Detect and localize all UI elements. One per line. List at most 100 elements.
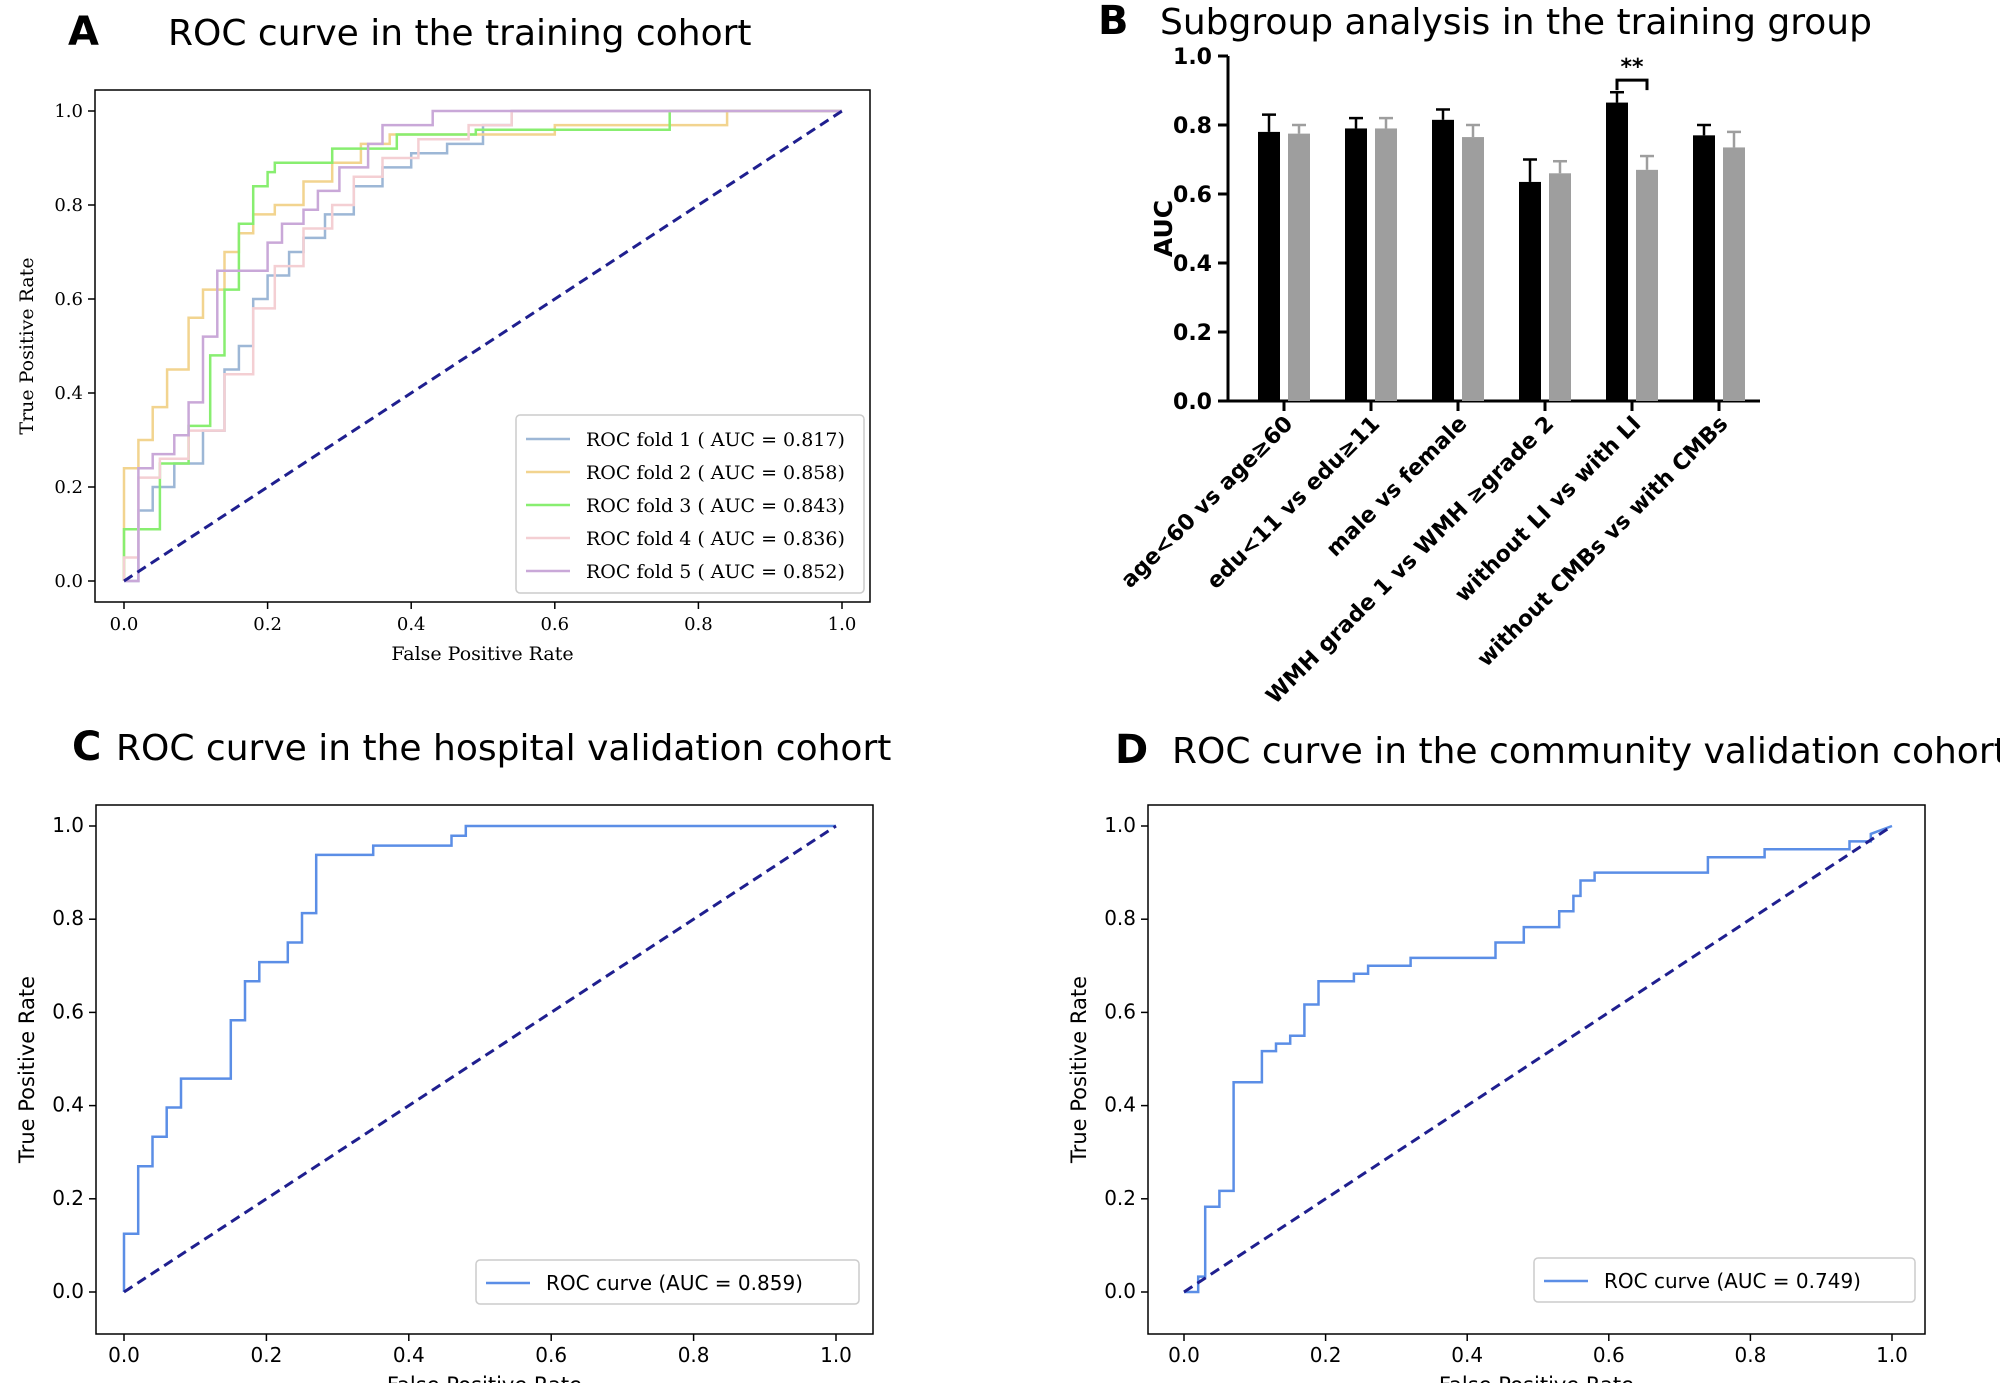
roc-chart-training: 0.0 0.2 0.4 0.6 0.8 1.0 0.0 0.2 0.4 0.6 0.8 1.0 Fals… (16, 89, 871, 665)
legend-entry: ROC curve (AUC = 0.749) (1604, 1269, 1861, 1293)
x-tick-label: 0.4 (1451, 1343, 1483, 1367)
panel-d-title: ROC curve in the community validation co… (1172, 731, 2000, 772)
x-tick-label: 0.0 (110, 614, 139, 635)
legend-box (515, 414, 865, 594)
roc-series-line-3 (122, 109, 842, 581)
panel-b-title: Subgroup analysis in the training group (1160, 2, 1872, 43)
y-tick-label: 0.8 (1104, 906, 1136, 930)
legend-entry: ROC curve (AUC = 0.859) (546, 1271, 803, 1295)
y-tick-label: 0.0 (1173, 390, 1212, 415)
legend-entry: ROC fold 2 ( AUC = 0.858) (586, 462, 845, 484)
significance-bracket (1615, 78, 1649, 91)
plot-frame (94, 89, 871, 603)
y-tick-label: 0.4 (1104, 1093, 1136, 1117)
roc-chart-hospital: 0.0 0.2 0.4 0.6 0.8 1.0 0.0 0.2 0.4 0.6 0.8 1.0 Fals… (15, 804, 874, 1383)
y-tick-label: 1.0 (54, 101, 83, 122)
plot-frame (95, 804, 874, 1335)
y-tick-label: 0.8 (52, 906, 84, 930)
x-category-label: edu<11 vs edu≥11 (1202, 412, 1385, 595)
x-tick-label: 0.8 (1734, 1343, 1766, 1367)
x-axis-label: False Positive Rate (391, 643, 573, 665)
x-tick-label: 0.6 (540, 614, 569, 635)
x-axis-label: False Positive Rate (1439, 1373, 1634, 1383)
bar (1519, 181, 1541, 401)
y-tick-label: 1.0 (1173, 45, 1212, 70)
panel-a-title: ROC curve in the training cohort (168, 13, 752, 54)
panel-b-letter: B (1098, 0, 1129, 44)
bar (1432, 119, 1454, 401)
bar (1375, 128, 1397, 401)
y-tick-label: 0.6 (1173, 183, 1212, 208)
y-tick-label: 1.0 (52, 813, 84, 837)
x-tick-label: 1.0 (820, 1343, 852, 1367)
significance-label: ** (1620, 55, 1644, 80)
x-tick-label: 0.2 (253, 614, 282, 635)
panel-c-letter: C (72, 724, 101, 770)
plot-frame (1147, 804, 1926, 1335)
roc-series-line-2 (122, 109, 842, 581)
roc-series-line-1 (124, 109, 842, 583)
y-tick-label: 0.6 (52, 999, 84, 1023)
x-tick-label: 0.0 (1168, 1343, 1200, 1367)
legend-entry: ROC fold 3 ( AUC = 0.843) (586, 495, 845, 517)
y-tick-label: 0.0 (1104, 1279, 1136, 1303)
chance-diagonal-line (1183, 824, 1893, 1294)
x-tick-label: 1.0 (828, 614, 857, 635)
y-tick-label: 0.4 (52, 1093, 84, 1117)
bar (1723, 147, 1745, 401)
roc-chart-community: 0.0 0.2 0.4 0.6 0.8 1.0 0.0 0.2 0.4 0.6 0.8 1.0 Fals… (1067, 804, 1926, 1383)
x-tick-label: 0.6 (535, 1343, 567, 1367)
y-tick-label: 0.8 (1173, 114, 1212, 139)
x-tick-label: 0.4 (397, 614, 426, 635)
y-tick-label: 0.0 (54, 571, 83, 592)
y-axis-label: True Positive Rate (1067, 976, 1091, 1164)
subgroup-bar-chart: 0.0 0.2 0.4 0.6 0.8 1.0 AUC age<60 vs age≥60edu… (1117, 45, 1760, 709)
x-tick-label: 0.2 (1310, 1343, 1342, 1367)
panel-a-letter: A (68, 9, 99, 55)
bar (1606, 102, 1628, 401)
y-tick-label: 1.0 (1104, 813, 1136, 837)
y-tick-label: 0.4 (1173, 252, 1212, 277)
legend-entry: ROC fold 1 ( AUC = 0.817) (586, 429, 845, 451)
bar (1462, 137, 1484, 401)
x-tick-label: 0.8 (684, 614, 713, 635)
y-tick-label: 0.2 (1173, 321, 1212, 346)
x-tick-label: 1.0 (1876, 1343, 1908, 1367)
y-tick-label: 0.6 (1104, 999, 1136, 1023)
panel-c-title: ROC curve in the hospital validation coh… (116, 728, 891, 769)
y-tick-label: 0.6 (54, 289, 83, 310)
legend-entry: ROC fold 5 ( AUC = 0.852) (586, 561, 845, 583)
bar (1258, 131, 1280, 401)
panel-d-letter: D (1115, 727, 1148, 773)
legend-entry: ROC fold 4 ( AUC = 0.836) (586, 528, 845, 550)
roc-series-line-4 (122, 109, 842, 581)
x-category-label: age<60 vs age≥60 (1117, 412, 1299, 594)
bar (1549, 173, 1571, 401)
chance-diagonal-line (123, 824, 837, 1294)
y-axis-label: True Positive Rate (15, 976, 39, 1164)
y-tick-label: 0.2 (1104, 1186, 1136, 1210)
y-tick-label: 0.0 (52, 1279, 84, 1303)
x-axis-label: False Positive Rate (387, 1373, 582, 1383)
x-tick-label: 0.4 (393, 1343, 425, 1367)
roc-series-line-1 (122, 824, 836, 1292)
bar (1693, 135, 1715, 401)
y-tick-label: 0.4 (54, 383, 83, 404)
x-tick-label: 0.2 (250, 1343, 282, 1367)
y-axis-label: AUC (1149, 200, 1178, 257)
roc-series-line-5 (124, 109, 842, 583)
y-tick-label: 0.2 (54, 477, 83, 498)
legend-box (1533, 1257, 1916, 1303)
legend-box (475, 1259, 860, 1305)
roc-series-line-1 (1184, 824, 1893, 1294)
y-tick-label: 0.8 (54, 195, 83, 216)
y-tick-label: 0.2 (52, 1186, 84, 1210)
bar (1288, 133, 1310, 401)
x-tick-label: 0.0 (108, 1343, 140, 1367)
x-tick-label: 0.8 (678, 1343, 710, 1367)
x-tick-label: 0.6 (1593, 1343, 1625, 1367)
y-axis-label: True Positive Rate (16, 257, 38, 434)
bar (1345, 128, 1367, 401)
bar (1636, 169, 1658, 401)
